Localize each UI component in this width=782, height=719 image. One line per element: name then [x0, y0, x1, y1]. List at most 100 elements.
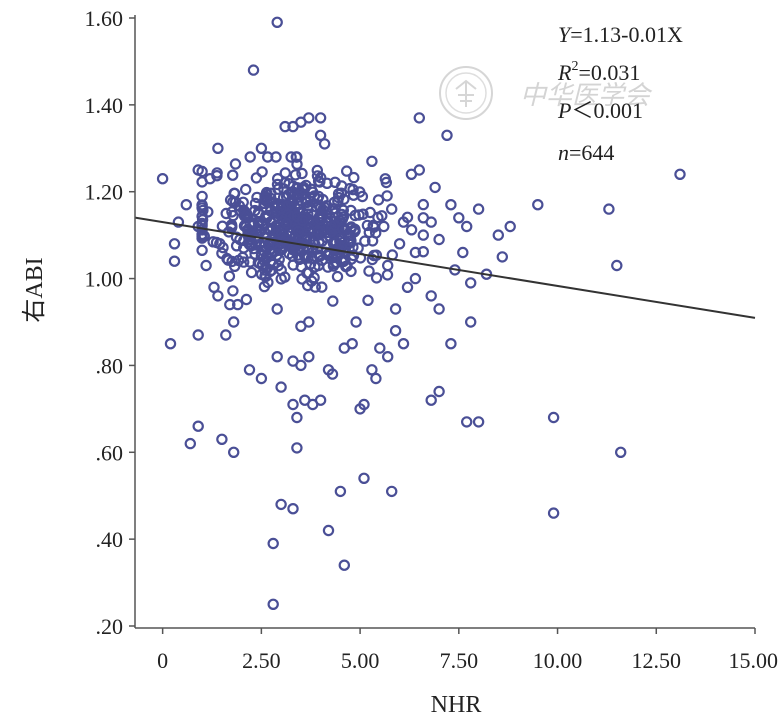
data-point	[271, 351, 283, 363]
data-point	[366, 155, 378, 167]
data-point	[305, 252, 318, 265]
n-count-value: =644	[569, 140, 614, 165]
x-tick-label: 12.50	[632, 648, 682, 673]
p-value-text: P＜0.001	[557, 98, 643, 123]
data-point	[397, 338, 410, 350]
data-point	[496, 251, 508, 263]
data-point	[425, 394, 437, 406]
data-point	[237, 256, 250, 268]
data-point	[330, 236, 342, 249]
n-count-symbol: n	[558, 140, 569, 165]
data-point	[311, 170, 324, 182]
data-point	[216, 433, 228, 445]
data-point	[314, 213, 326, 226]
data-point	[243, 364, 256, 376]
data-point	[603, 203, 615, 215]
data-point	[225, 219, 238, 231]
data-point	[240, 293, 253, 306]
data-point	[192, 329, 204, 341]
data-point	[289, 169, 302, 181]
data-point	[331, 270, 344, 283]
data-point	[417, 229, 429, 241]
data-point	[172, 216, 185, 228]
x-tick-label: 0	[157, 648, 168, 673]
data-point	[266, 264, 278, 276]
data-point	[287, 503, 299, 515]
data-point	[256, 259, 269, 272]
data-point	[280, 217, 293, 229]
data-point	[295, 359, 307, 372]
data-point	[334, 485, 347, 498]
data-point	[348, 171, 360, 184]
data-point	[413, 164, 425, 176]
data-point	[370, 272, 383, 284]
data-point	[303, 223, 315, 236]
data-point	[260, 251, 273, 263]
y-tick-label: .80	[96, 353, 124, 378]
data-point	[382, 259, 394, 272]
data-point	[362, 294, 374, 306]
data-point	[291, 442, 303, 454]
data-point	[290, 223, 302, 235]
n-count-text: n=644	[558, 140, 614, 165]
data-point	[168, 255, 181, 267]
r-squared-sup: 2	[571, 59, 578, 74]
data-point	[425, 216, 437, 228]
axes: .20 .40 .60 .80 1.00 1.20 1.40 1.60 0 2.50 5.00 7.…	[85, 6, 779, 673]
data-point	[465, 277, 477, 289]
y-axis-title: 右ABI	[21, 257, 48, 322]
data-point	[305, 183, 318, 195]
data-point	[224, 194, 237, 206]
data-point	[196, 244, 208, 256]
data-point	[211, 169, 223, 182]
data-point	[453, 212, 465, 224]
data-point	[233, 204, 246, 216]
data-point	[180, 198, 192, 211]
data-point	[275, 202, 287, 215]
x-ticks: 0 2.50 5.00 7.50 10.00 12.50 15.00	[157, 628, 778, 673]
data-point	[303, 351, 315, 363]
data-point	[389, 303, 402, 315]
data-point	[264, 224, 276, 236]
data-point	[445, 198, 457, 211]
data-point	[227, 285, 239, 297]
data-point	[338, 193, 350, 205]
data-point	[382, 351, 394, 363]
data-point	[547, 507, 560, 519]
data-point	[229, 158, 242, 170]
data-point	[366, 364, 378, 376]
data-point	[386, 485, 398, 498]
data-point	[532, 198, 544, 211]
watermark-text: 中华医学会	[520, 81, 653, 111]
data-point	[271, 16, 283, 28]
data-point	[212, 142, 224, 154]
data-point	[196, 199, 208, 212]
data-point	[291, 158, 303, 170]
data-point	[345, 229, 357, 241]
y-tick-label: .20	[96, 614, 124, 639]
y-tick-label: .40	[96, 527, 124, 552]
data-point	[370, 372, 382, 385]
data-point	[303, 112, 315, 124]
regression-stats: Y=1.13-0.01X R2=0.031 P＜0.001 n=644	[557, 22, 683, 165]
data-point	[340, 260, 352, 273]
data-point	[413, 112, 425, 124]
data-point	[236, 251, 249, 264]
data-point	[338, 559, 350, 571]
y-tick-label: 1.60	[85, 6, 124, 31]
data-point	[461, 416, 473, 428]
data-point	[465, 316, 477, 328]
data-point	[472, 416, 485, 428]
data-point	[314, 176, 326, 188]
data-point	[461, 220, 473, 233]
x-tick-label: 2.50	[242, 648, 281, 673]
data-point	[346, 338, 358, 350]
data-point	[279, 177, 291, 189]
data-point	[289, 187, 301, 200]
data-point	[429, 181, 441, 194]
data-point	[350, 316, 362, 328]
data-point	[345, 204, 357, 217]
data-point	[249, 238, 262, 251]
data-point	[286, 250, 299, 262]
